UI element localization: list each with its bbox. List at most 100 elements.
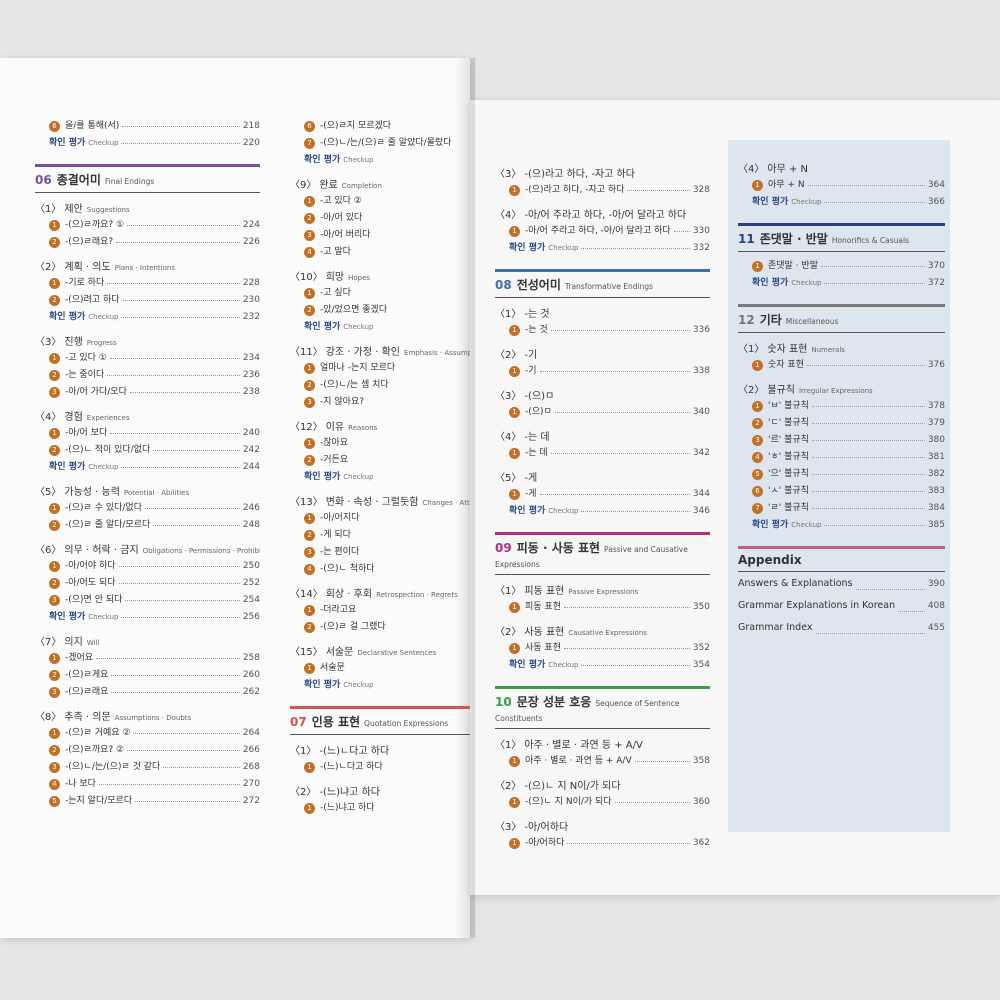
subsection-number: 5 xyxy=(35,483,61,498)
checkup-label: 확인 평가 xyxy=(752,278,789,288)
checkup-english: Checkup xyxy=(88,613,119,621)
toc-entry: 1 -아/어지다 xyxy=(290,510,470,527)
page-number: 384 xyxy=(927,503,945,513)
leader-dots xyxy=(673,231,690,232)
checkup-entry: 확인 평가 Checkup 332 xyxy=(495,240,710,257)
item-marker: 2 xyxy=(49,237,60,248)
item-marker: 1 xyxy=(509,325,520,336)
section-header: 10 문장 성분 호응 Sequence of Sentence Constitue… xyxy=(495,686,710,729)
item-marker: 4 xyxy=(304,247,315,258)
subsection-title: 의무 · 허락 · 금지 xyxy=(64,545,139,556)
subsection: 12이유Reasons xyxy=(290,418,470,435)
subsection-title: -게 xyxy=(524,473,538,484)
item-text: -고 말다 xyxy=(320,247,351,257)
item-text: -(느)냐고 하다 xyxy=(320,803,375,813)
section-title: 인용 표현 xyxy=(311,715,361,729)
item-marker: 2 xyxy=(49,578,60,589)
subsection-title: -(으)ㄴ 지 N이/가 되다 xyxy=(524,781,621,792)
section-title: 피동 · 사동 표현 xyxy=(516,541,601,555)
toc-entry: 1 -는 것 336 xyxy=(495,322,710,339)
item-text: -(으)ㄴ 적이 있다/없다 xyxy=(65,445,151,455)
page-number: 382 xyxy=(927,469,945,479)
section-english: Quotation Expressions xyxy=(364,719,449,728)
subsection-number: 2 xyxy=(35,258,61,273)
subsection-number: 1 xyxy=(495,305,521,320)
leader-dots xyxy=(554,412,690,413)
leader-dots xyxy=(614,802,690,803)
toc-column: 6 을/를 통해(서) 218 확인 평가 Checkup 220 06 종결어미 Final … xyxy=(35,118,260,900)
item-marker: 4 xyxy=(752,452,763,463)
subsection: 5-게 xyxy=(495,469,710,486)
checkup-english: Checkup xyxy=(791,521,822,529)
item-marker: 7 xyxy=(752,503,763,514)
section-number: 12 xyxy=(738,313,755,327)
page-number: 364 xyxy=(927,180,945,190)
subsection-english: Numerals xyxy=(811,346,845,354)
subsection-number: 2 xyxy=(290,783,316,798)
item-text: 'ㅂ' 불규칙 xyxy=(768,401,809,411)
subsection: 2-기 xyxy=(495,346,710,363)
subsection-title: -는 것 xyxy=(524,309,550,320)
toc-entry: 3 -는 편이다 xyxy=(290,544,470,561)
item-text: -(으)ㄹ 줄 알다/모르다 xyxy=(65,520,151,530)
item-text: -고 있다 ② xyxy=(320,196,362,206)
toc-entry: 1 -아/어 보다 240 xyxy=(35,425,260,442)
page-number: 220 xyxy=(242,138,260,148)
toc-entry: 4 -고 말다 xyxy=(290,244,470,261)
leader-dots xyxy=(98,784,240,785)
item-marker: 1 xyxy=(752,180,763,191)
item-marker: 3 xyxy=(49,762,60,773)
leader-dots xyxy=(118,566,240,567)
checkup-entry: 확인 평가 Checkup 232 xyxy=(35,309,260,326)
checkup-english: Checkup xyxy=(343,681,374,689)
item-marker: 1 xyxy=(752,401,763,412)
checkup-entry: 확인 평가 Checkup 244 xyxy=(35,459,260,476)
item-marker: 1 xyxy=(304,438,315,449)
section-title: Appendix xyxy=(738,553,802,567)
toc-entry: 2 -거든요 xyxy=(290,452,470,469)
subsection-english: Hopes xyxy=(348,274,371,282)
appendix-text: Answers & Explanations xyxy=(738,578,853,589)
toc-entry: 5 -는지 알다/모르다 272 xyxy=(35,793,260,810)
item-text: -(으)면 안 되다 xyxy=(65,595,123,605)
leader-dots xyxy=(634,761,690,762)
item-marker: 2 xyxy=(752,418,763,429)
toc-entry: 1 -(으)라고 하다, -자고 하다 328 xyxy=(495,182,710,199)
item-marker: 1 xyxy=(509,407,520,418)
item-marker: 1 xyxy=(49,503,60,514)
subsection-title: -기 xyxy=(524,350,538,361)
page-number: 360 xyxy=(692,797,710,807)
checkup-english: Checkup xyxy=(88,463,119,471)
item-marker: 1 xyxy=(752,360,763,371)
leader-dots xyxy=(118,583,240,584)
checkup-label: 확인 평가 xyxy=(509,243,546,253)
toc-entry: Answers & Explanations 390 xyxy=(738,578,945,600)
item-text: -아/어하다 xyxy=(525,838,565,848)
page-number: 238 xyxy=(242,387,260,397)
item-text: -겠어요 xyxy=(65,653,94,663)
item-marker: 1 xyxy=(304,196,315,207)
checkup-english: Checkup xyxy=(88,139,119,147)
item-text: -아/어야 하다 xyxy=(65,561,116,571)
subsection-number: 9 xyxy=(290,176,316,191)
subsection-title: 제안 xyxy=(64,204,83,215)
subsection-title: 추측 · 의문 xyxy=(64,712,111,723)
leader-dots xyxy=(127,225,240,226)
page-number: 362 xyxy=(692,838,710,848)
checkup-english: Checkup xyxy=(791,279,822,287)
item-text: -는지 알다/모르다 xyxy=(65,796,133,806)
subsection-number: 10 xyxy=(290,268,323,283)
item-marker: 2 xyxy=(304,305,315,316)
page-number: 408 xyxy=(927,601,945,611)
leader-dots xyxy=(127,750,240,751)
item-marker: 3 xyxy=(304,230,315,241)
item-marker: 1 xyxy=(49,353,60,364)
leader-dots xyxy=(121,143,240,144)
subsection-title: -(느)ㄴ다고 하다 xyxy=(319,746,390,757)
leader-dots xyxy=(550,330,690,331)
item-marker: 1 xyxy=(304,803,315,814)
